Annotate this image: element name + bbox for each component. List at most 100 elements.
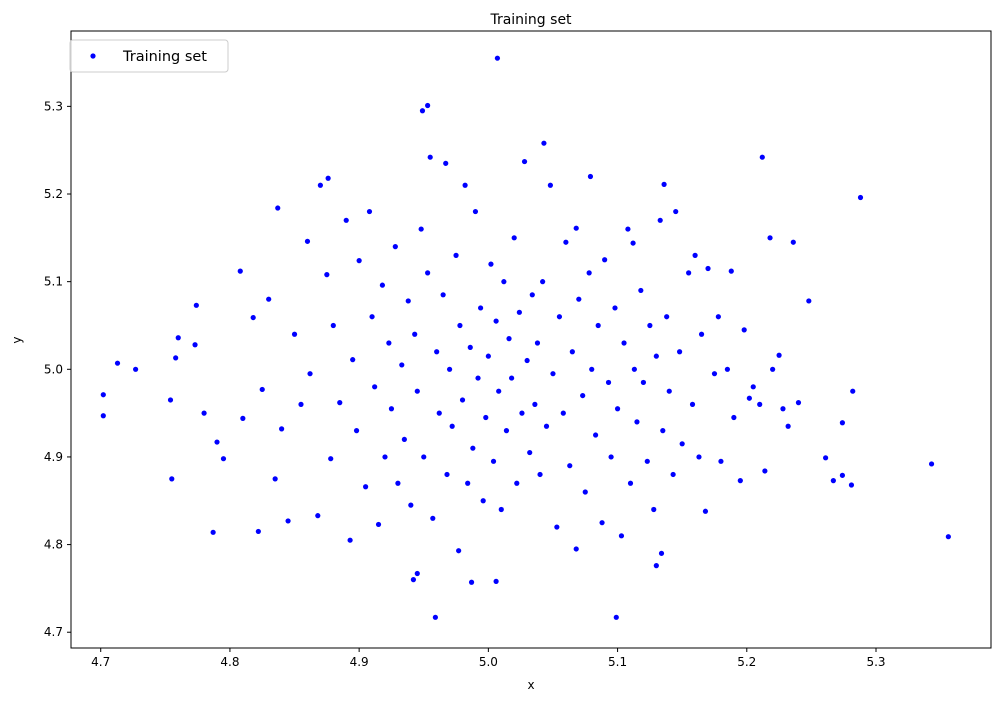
data-point xyxy=(220,456,227,462)
data-point xyxy=(724,366,731,372)
data-point xyxy=(660,428,666,434)
data-point xyxy=(399,362,405,368)
data-point xyxy=(746,395,752,401)
data-point xyxy=(547,182,553,188)
data-point xyxy=(567,463,573,469)
data-point xyxy=(848,482,855,488)
data-point xyxy=(511,235,517,241)
y-tick-label: 4.7 xyxy=(44,625,63,639)
data-point xyxy=(830,478,836,484)
data-point xyxy=(421,454,427,460)
data-point xyxy=(550,371,556,377)
data-point xyxy=(728,268,734,274)
data-point xyxy=(100,413,106,419)
data-point xyxy=(193,302,199,308)
data-point xyxy=(945,534,951,540)
data-point xyxy=(434,349,440,355)
data-point xyxy=(410,577,417,583)
data-point xyxy=(857,194,864,201)
data-point xyxy=(657,217,663,223)
legend-label: Training set xyxy=(122,49,207,65)
data-point xyxy=(653,563,659,569)
data-point xyxy=(608,454,614,460)
data-point xyxy=(757,401,763,407)
data-point xyxy=(670,471,676,478)
data-point xyxy=(490,458,497,464)
data-point xyxy=(762,468,768,474)
data-point xyxy=(375,521,382,528)
data-point xyxy=(614,406,621,412)
data-point xyxy=(405,298,411,304)
data-point xyxy=(651,506,657,513)
data-point xyxy=(506,336,512,342)
data-point xyxy=(353,428,360,434)
data-point xyxy=(275,205,281,211)
data-point xyxy=(443,160,449,166)
y-axis: 4.7 4.8 4.9 5.0 5.1 5.2 5.3 xyxy=(44,99,71,639)
data-point xyxy=(686,270,692,276)
data-point xyxy=(114,360,121,366)
data-point xyxy=(350,357,356,363)
x-tick-label: 4.9 xyxy=(350,655,369,669)
data-point xyxy=(498,506,504,513)
data-point xyxy=(823,455,829,461)
data-point xyxy=(718,458,724,464)
y-tick-label: 4.8 xyxy=(44,538,63,552)
data-point xyxy=(631,366,637,372)
x-tick-label: 5.0 xyxy=(479,655,498,669)
data-point xyxy=(839,472,846,478)
data-point xyxy=(928,461,935,467)
data-point xyxy=(589,366,595,372)
data-point xyxy=(711,371,718,377)
data-point xyxy=(599,520,605,526)
x-tick-label: 4.8 xyxy=(220,655,239,669)
data-point xyxy=(540,279,546,285)
data-point xyxy=(770,366,776,372)
data-point xyxy=(478,305,484,311)
data-point xyxy=(496,388,502,394)
data-point xyxy=(330,322,336,329)
data-points xyxy=(100,55,951,620)
data-point xyxy=(580,392,586,399)
data-point xyxy=(524,357,530,364)
data-point xyxy=(689,401,696,407)
x-tick-label: 5.3 xyxy=(866,655,885,669)
y-tick-label: 5.2 xyxy=(44,187,63,201)
data-point xyxy=(556,314,563,320)
data-point xyxy=(255,528,261,535)
data-point xyxy=(337,400,343,406)
y-tick-label: 5.3 xyxy=(44,99,63,113)
data-point xyxy=(379,282,386,288)
data-point xyxy=(537,471,543,478)
data-point xyxy=(560,410,566,416)
data-point xyxy=(401,436,407,443)
legend: Training set xyxy=(69,39,229,73)
data-point xyxy=(621,340,627,346)
data-point xyxy=(192,342,198,348)
data-point xyxy=(449,423,455,429)
data-point xyxy=(285,518,291,524)
data-point xyxy=(483,414,489,421)
data-point xyxy=(493,578,499,584)
data-point xyxy=(586,270,592,276)
data-point xyxy=(698,331,705,337)
legend-box xyxy=(69,39,229,73)
data-point xyxy=(436,410,442,416)
data-point xyxy=(666,388,672,394)
data-point xyxy=(468,579,475,585)
data-point xyxy=(175,335,181,341)
data-point xyxy=(658,550,665,556)
data-point xyxy=(644,458,650,464)
data-point xyxy=(414,388,420,394)
data-point xyxy=(425,270,431,276)
data-point xyxy=(457,322,463,329)
data-point xyxy=(785,423,791,429)
data-point xyxy=(430,515,436,521)
data-point xyxy=(485,353,491,359)
data-point xyxy=(850,388,856,394)
data-point xyxy=(488,261,494,267)
data-point xyxy=(315,513,321,519)
data-point xyxy=(388,406,395,412)
data-point xyxy=(503,428,510,434)
data-point xyxy=(593,432,599,438)
